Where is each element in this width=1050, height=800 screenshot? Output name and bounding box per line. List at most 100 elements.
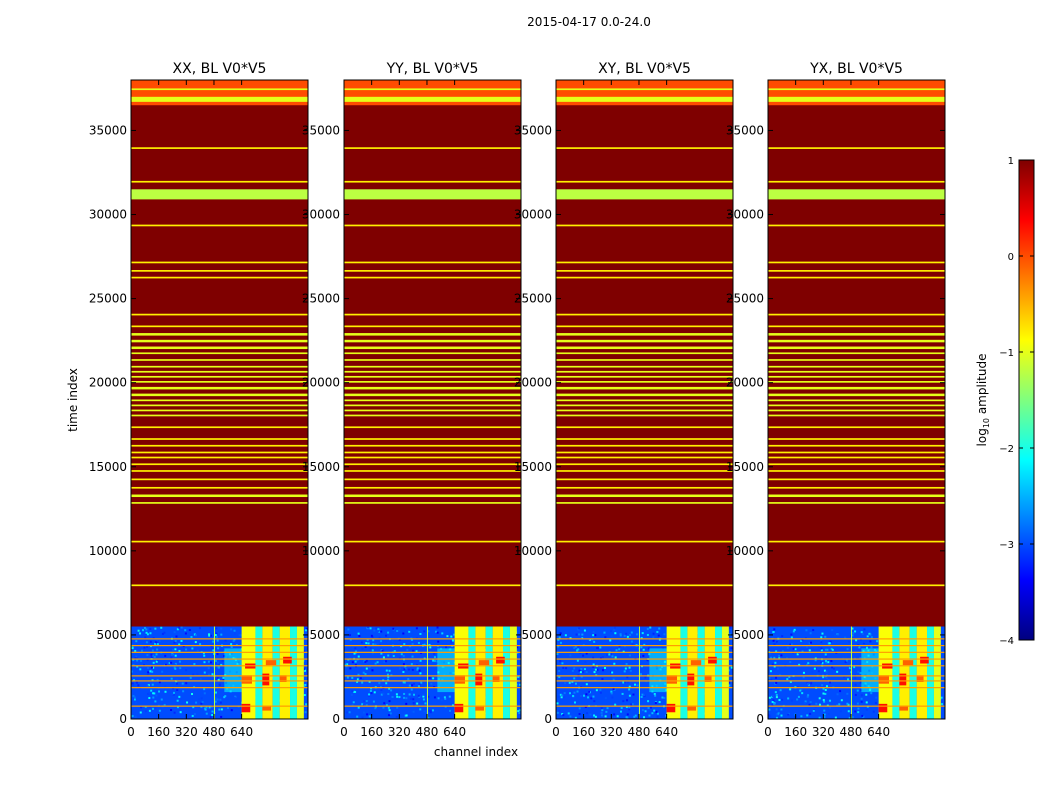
heatmap-noise-pixel xyxy=(191,647,194,650)
heatmap-noise-pixel xyxy=(845,659,848,662)
heatmap-noise-pixel xyxy=(860,631,863,634)
heatmap-noise-pixel xyxy=(559,660,562,663)
heatmap-noise-pixel xyxy=(143,646,146,649)
heatmap-noise-pixel xyxy=(561,694,564,697)
heatmap-noise-pixel xyxy=(824,675,827,678)
heatmap-noise-pixel xyxy=(613,629,616,632)
x-tick-label: 0 xyxy=(552,725,560,739)
heatmap-band xyxy=(344,189,521,200)
heatmap-noise-pixel xyxy=(854,693,857,696)
heatmap-noise-pixel xyxy=(628,708,631,711)
heatmap-noise-pixel xyxy=(636,684,639,687)
heatmap-noise-pixel xyxy=(653,693,656,696)
heatmap-noise-pixel xyxy=(577,648,580,651)
heatmap-noise-pixel xyxy=(378,628,381,631)
heatmap-noise-pixel xyxy=(827,700,830,703)
heatmap-noise-pixel xyxy=(170,677,173,680)
x-tick-label: 160 xyxy=(360,725,383,739)
heatmap-noise-pixel xyxy=(387,693,390,696)
heatmap-noise-pixel xyxy=(826,648,829,651)
heatmap-flag-line xyxy=(556,645,733,647)
heatmap-noise-pixel xyxy=(775,641,778,644)
heatmap-noise-pixel xyxy=(450,640,453,643)
heatmap-noise-pixel xyxy=(806,683,809,686)
heatmap-noise-pixel xyxy=(872,710,875,713)
y-tick-label: 0 xyxy=(119,712,127,726)
heatmap-noise-pixel xyxy=(614,626,617,629)
heatmap-hot-spot xyxy=(920,656,929,664)
heatmap-noise-pixel xyxy=(852,632,855,635)
heatmap-band xyxy=(131,359,308,361)
heatmap-noise-pixel xyxy=(647,647,650,650)
heatmap-noise-pixel xyxy=(362,711,365,714)
heatmap-band xyxy=(344,451,521,454)
heatmap-noise-pixel xyxy=(863,642,866,645)
heatmap-noise-pixel xyxy=(178,626,181,629)
heatmap-noise-pixel xyxy=(837,633,840,636)
heatmap-noise-pixel xyxy=(865,693,868,696)
heatmap-band xyxy=(556,276,733,279)
heatmap-noise-pixel xyxy=(382,656,385,659)
heatmap-noise-pixel xyxy=(234,632,237,635)
heatmap-noise-pixel xyxy=(173,631,176,634)
heatmap-noise-pixel xyxy=(823,700,826,703)
heatmap-noise-pixel xyxy=(825,677,828,680)
heatmap-noise-pixel xyxy=(560,696,563,699)
heatmap-noise-pixel xyxy=(364,645,367,648)
heatmap-noise-pixel xyxy=(403,643,406,646)
heatmap-band xyxy=(556,270,733,272)
heatmap-noise-pixel xyxy=(427,716,430,719)
heatmap-noise-pixel xyxy=(376,642,379,645)
heatmap-noise-pixel xyxy=(356,681,359,684)
heatmap-noise-pixel xyxy=(770,678,773,681)
heatmap-noise-pixel xyxy=(827,661,830,664)
heatmap-noise-pixel xyxy=(217,666,220,669)
heatmap-noise-pixel xyxy=(793,628,796,631)
heatmap-band xyxy=(344,276,521,279)
heatmap-band xyxy=(556,365,733,368)
heatmap-noise-pixel xyxy=(613,713,616,716)
heatmap-noise-pixel xyxy=(829,640,832,643)
heatmap-noise-pixel xyxy=(557,645,560,648)
heatmap-noise-pixel xyxy=(383,702,386,705)
heatmap-noise-pixel xyxy=(409,697,412,700)
heatmap-noise-pixel xyxy=(600,707,603,710)
heatmap-noise-pixel xyxy=(780,654,783,657)
heatmap-noise-pixel xyxy=(796,698,799,701)
heatmap-band xyxy=(768,463,945,466)
heatmap-noise-pixel xyxy=(822,687,825,690)
heatmap-flag-line xyxy=(556,675,733,677)
heatmap-noise-pixel xyxy=(831,666,834,669)
heatmap-noise-pixel xyxy=(824,653,827,656)
heatmap-noise-pixel xyxy=(574,682,577,685)
heatmap-noise-pixel xyxy=(824,688,827,691)
heatmap-bright-column xyxy=(916,626,928,719)
heatmap-hot-spot xyxy=(916,675,924,683)
heatmap-flag-line xyxy=(768,680,945,682)
x-tick-label: 480 xyxy=(416,725,439,739)
heatmap-noise-pixel xyxy=(368,715,371,718)
heatmap-noise-pixel xyxy=(193,713,196,716)
heatmap-band xyxy=(344,540,521,543)
heatmap-noise-pixel xyxy=(382,706,385,709)
heatmap-noise-pixel xyxy=(134,657,137,660)
heatmap-noise-pixel xyxy=(593,714,596,717)
heatmap-noise-pixel xyxy=(619,633,622,636)
heatmap-noise-pixel xyxy=(610,630,613,633)
heatmap-noise-pixel xyxy=(774,691,777,694)
heatmap-noise-pixel xyxy=(856,689,859,692)
heatmap-noise-pixel xyxy=(730,666,733,669)
heatmap-noise-pixel xyxy=(357,706,360,709)
heatmap-band xyxy=(344,147,521,149)
heatmap-flag-line xyxy=(768,638,945,640)
heatmap-noise-pixel xyxy=(428,676,431,679)
panel-title: XY, BL V0*V5 xyxy=(598,61,691,77)
heatmap-noise-pixel xyxy=(400,653,403,656)
heatmap-noise-pixel xyxy=(142,629,145,632)
heatmap-noise-pixel xyxy=(192,673,195,676)
heatmap-noise-pixel xyxy=(429,709,432,712)
heatmap-noise-pixel xyxy=(392,627,395,630)
heatmap-noise-pixel xyxy=(648,714,651,717)
heatmap-noise-pixel xyxy=(787,697,790,700)
heatmap-noise-pixel xyxy=(775,713,778,716)
